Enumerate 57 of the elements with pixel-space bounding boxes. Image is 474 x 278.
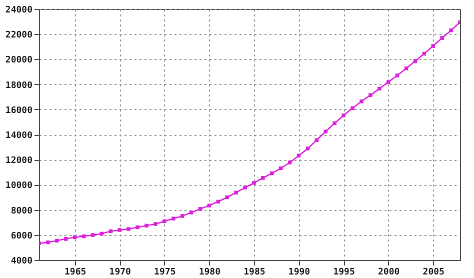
point (413, 59, 418, 63)
x-tick-label: 2000 (378, 268, 400, 278)
point (198, 207, 202, 211)
y-tick-label: 22000 (5, 30, 32, 41)
point (386, 80, 390, 84)
x-tick-label: 1975 (154, 268, 176, 278)
y-tick-label: 18000 (5, 80, 32, 91)
point (207, 204, 212, 208)
point (243, 186, 247, 190)
point (360, 99, 364, 104)
point (378, 86, 382, 91)
point (350, 106, 354, 110)
point (225, 195, 229, 200)
point (55, 238, 59, 243)
point (296, 154, 301, 158)
y-tick-label: 16000 (5, 106, 32, 116)
point (261, 176, 265, 180)
point (368, 93, 372, 97)
x-tick-label: 1965 (64, 268, 86, 278)
y-tick-label: 14000 (5, 131, 32, 141)
point (64, 237, 68, 241)
y-tick-label: 24000 (5, 6, 32, 16)
x-tick-label: 1985 (244, 268, 266, 278)
point (118, 228, 122, 232)
x-tick-label: 1980 (198, 268, 221, 278)
point (162, 219, 166, 224)
y-tick-label: 20000 (5, 56, 32, 66)
x-tick-label: 1995 (333, 268, 355, 278)
point (136, 225, 140, 230)
point (90, 233, 95, 237)
x-tick-label: 2005 (422, 268, 444, 278)
y-tick-label: 4000 (10, 256, 32, 266)
y-tick-label: 8000 (10, 206, 32, 216)
point (440, 36, 444, 40)
x-tick-label: 1990 (288, 268, 310, 278)
point (449, 28, 453, 32)
point (171, 216, 176, 220)
y-tick-label: 6000 (10, 231, 32, 242)
point (126, 227, 130, 231)
point (180, 214, 184, 218)
point (234, 190, 238, 194)
point (189, 210, 194, 214)
point (288, 160, 292, 164)
point (395, 74, 400, 78)
point (324, 130, 328, 134)
point (154, 222, 158, 226)
point (431, 44, 435, 48)
y-tick-label: 10000 (5, 181, 32, 192)
y-tick-label: 12000 (5, 156, 32, 166)
point (144, 224, 148, 228)
point (46, 240, 50, 244)
point (332, 121, 336, 126)
point (342, 114, 346, 118)
point (306, 146, 310, 150)
point (252, 181, 256, 185)
x-tick-label: 1970 (109, 268, 131, 278)
point (270, 171, 274, 176)
